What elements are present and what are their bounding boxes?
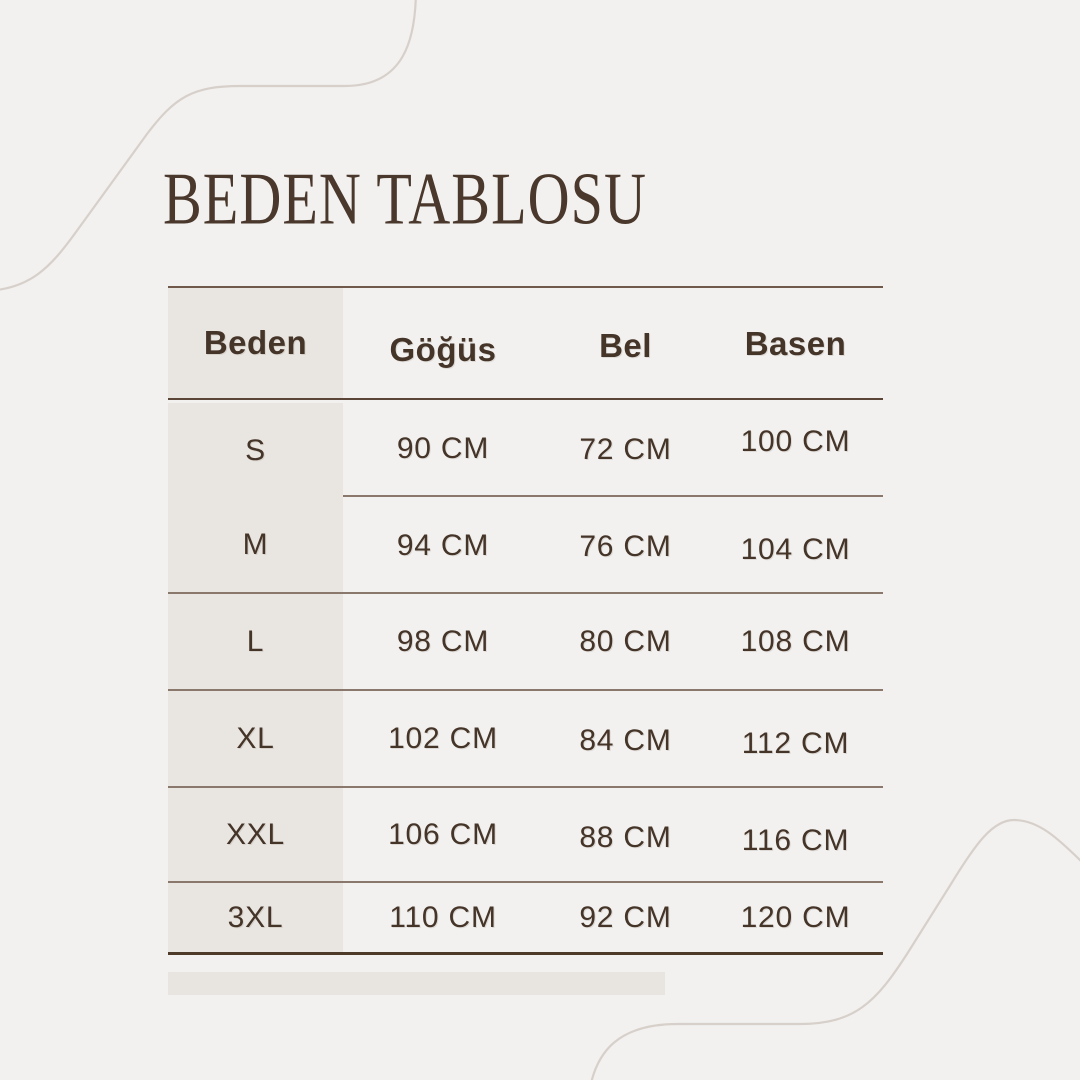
decorative-curve-top-left: [0, 0, 417, 291]
table-row: 3XL 110 CM 92 CM 120 CM: [168, 883, 883, 955]
cell-size: M: [168, 497, 343, 592]
size-table: Beden Göğüs Bel Basen S 90 CM 72 CM 100 …: [168, 286, 883, 955]
cell-hips: 104 CM: [740, 532, 851, 566]
footer-accent-bar: [168, 972, 665, 995]
table-row: XXL 106 CM 88 CM 116 CM: [168, 788, 883, 883]
cell-waist: 76 CM: [579, 529, 672, 563]
header-cell-gogus: Göğüs: [389, 331, 497, 368]
header-cell-beden: Beden: [168, 288, 343, 398]
table-row: M 94 CM 76 CM 104 CM: [168, 497, 883, 594]
cell-waist: 92 CM: [579, 900, 672, 934]
table-row: L 98 CM 80 CM 108 CM: [168, 594, 883, 691]
cell-hips: 120 CM: [740, 900, 851, 934]
cell-hips: 100 CM: [740, 424, 851, 458]
cell-waist: 80 CM: [579, 624, 672, 658]
header-cell-basen: Basen: [744, 325, 847, 362]
cell-size: L: [168, 594, 343, 689]
header-cell-bel: Bel: [599, 327, 652, 364]
cell-size: S: [168, 403, 343, 498]
cell-chest: 94 CM: [396, 528, 490, 562]
cell-chest: 106 CM: [388, 817, 498, 851]
cell-hips: 112 CM: [741, 726, 850, 760]
cell-waist: 72 CM: [579, 432, 672, 466]
cell-size: 3XL: [168, 883, 343, 952]
table-row: S 90 CM 72 CM 100 CM: [168, 400, 883, 498]
cell-chest: 98 CM: [396, 624, 490, 658]
page-title: BEDEN TABLOSU: [163, 158, 647, 241]
cell-hips: 116 CM: [741, 823, 850, 857]
cell-waist: 88 CM: [579, 820, 672, 854]
cell-chest: 110 CM: [389, 900, 497, 934]
cell-waist: 84 CM: [579, 723, 672, 757]
cell-size: XL: [168, 691, 343, 786]
table-row: XL 102 CM 84 CM 112 CM: [168, 691, 883, 788]
cell-hips: 108 CM: [740, 624, 851, 658]
table-header-row: Beden Göğüs Bel Basen: [168, 288, 883, 400]
cell-size: XXL: [168, 788, 343, 881]
cell-chest: 102 CM: [388, 721, 498, 755]
cell-chest: 90 CM: [396, 431, 490, 465]
